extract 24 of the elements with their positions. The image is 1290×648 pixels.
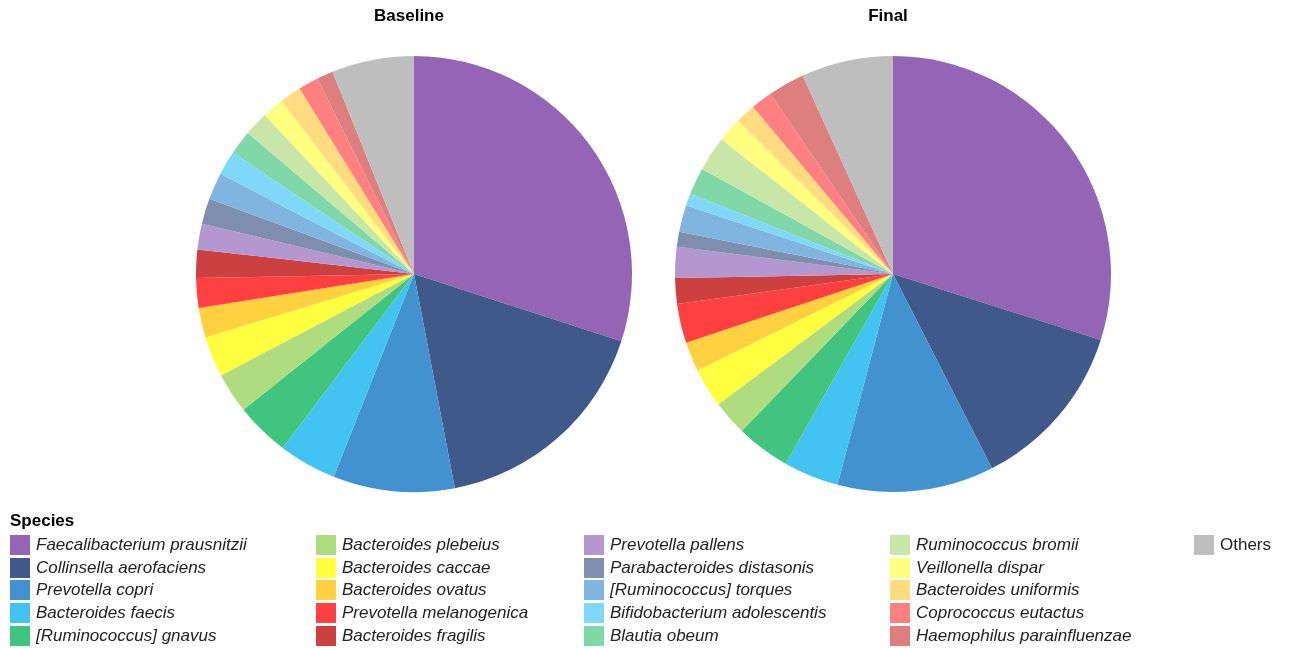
legend-label: Bacteroides faecis <box>36 603 175 624</box>
legend-label: Ruminococcus bromii <box>916 535 1079 555</box>
legend-label: Bacteroides fragilis <box>342 625 486 646</box>
legend-label: Faecalibacterium prausnitzii <box>36 535 247 555</box>
legend-label: Others <box>1220 535 1272 555</box>
legend-label: Prevotella copri <box>36 580 154 601</box>
legend-label: Veillonella dispar <box>916 557 1044 578</box>
legend-label: Bifidobacterium adolescentis <box>610 603 827 624</box>
slice-label: Final <box>867 6 909 27</box>
legend-label: [Ruminococcus] torques <box>610 580 793 601</box>
legend-label: Haemophilus parainfluenzae <box>916 625 1132 646</box>
legend-label: Bacteroides uniformis <box>916 580 1080 601</box>
legend-label: Prevotella melanogenica <box>342 603 529 624</box>
legend-label: Prevotella pallens <box>610 535 745 555</box>
legend-label: Coprococcus eutactus <box>916 603 1085 624</box>
legend-label: Bacteroides plebeius <box>342 535 500 555</box>
legend-label: Parabacteroides distasonis <box>610 557 815 578</box>
legend-label: Bacteroides ovatus <box>342 580 487 601</box>
legend-title: Species <box>10 511 75 531</box>
legend-label: Collinsella aerofaciens <box>36 557 207 578</box>
legend-label: Blautia obeum <box>610 625 719 646</box>
slice-label: Baseline <box>373 6 445 27</box>
legend-label: Bacteroides caccae <box>342 557 491 578</box>
legend-label: [Ruminococcus] gnavus <box>36 625 217 646</box>
